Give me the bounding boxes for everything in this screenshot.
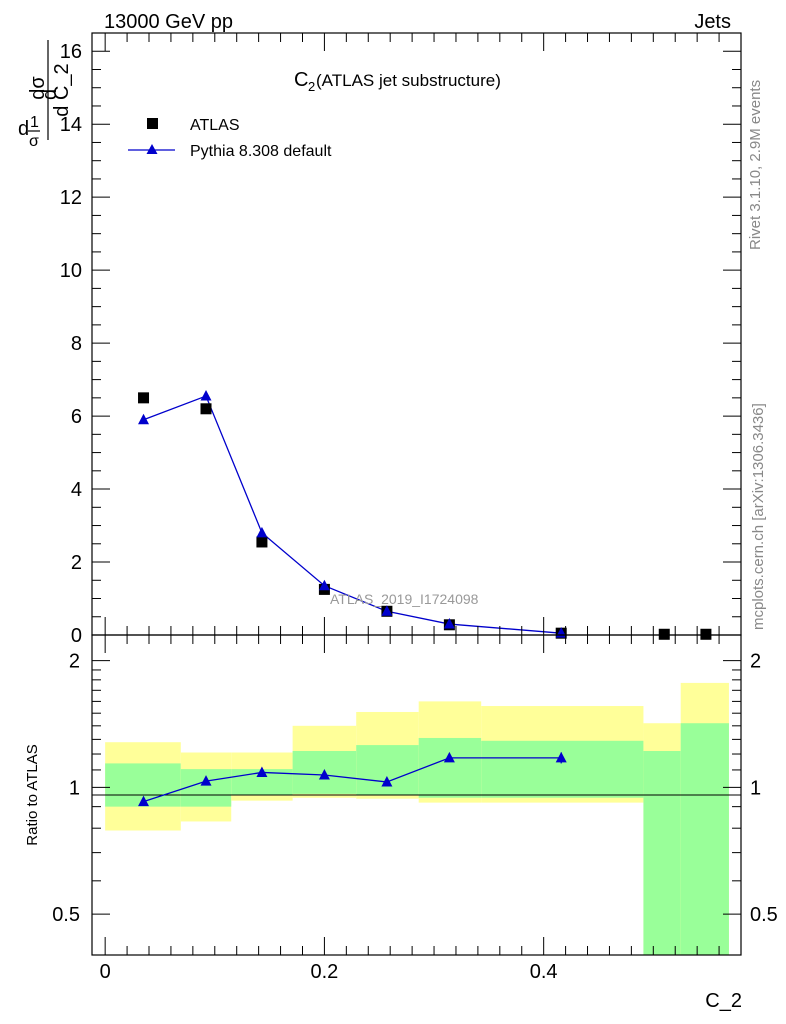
- pythia-point-4: [381, 605, 393, 616]
- band-green-5: [418, 737, 482, 798]
- svg-text:d: d: [18, 118, 29, 140]
- xtick-label: 0.4: [530, 961, 558, 983]
- atlas-point-0: [138, 392, 150, 404]
- svg-text:dσ: dσ: [27, 76, 49, 100]
- main-ytick-label: 16: [60, 41, 82, 63]
- ratio-point-0: [138, 795, 150, 807]
- atlas-point-7: [658, 628, 670, 640]
- main-ytick-label: 4: [71, 479, 82, 501]
- rivet-label: Rivet 3.1.10, 2.9M events: [747, 80, 764, 250]
- atlas-point-8: [700, 628, 712, 640]
- atlas-point-1: [200, 403, 212, 415]
- atlas-point-2: [256, 536, 268, 548]
- jets-label: Jets: [694, 11, 731, 33]
- x-axis-label: C_2: [705, 990, 742, 1012]
- ratio-point-5: [443, 751, 455, 763]
- main-ytick-label: 0: [71, 625, 82, 647]
- watermark: ATLAS_2019_I1724098: [330, 591, 479, 607]
- energy-label: 13000 GeV pp: [104, 11, 233, 33]
- svg-text:2: 2: [308, 79, 315, 94]
- ratio-ytick-label-right: 2: [750, 651, 761, 673]
- band-green-8: [680, 723, 729, 955]
- pythia-point-1: [200, 390, 212, 401]
- pythia-point-5: [443, 618, 455, 629]
- legend: ATLAS Pythia 8.308 default: [128, 117, 332, 160]
- main-ylabel: d 1 σ d dσ d C_2: [18, 40, 73, 150]
- legend-pythia-label: Pythia 8.308 default: [190, 143, 332, 160]
- ratio-point-3: [318, 768, 330, 780]
- main-ytick-label: 6: [71, 406, 82, 428]
- xtick-label: 0: [100, 961, 111, 983]
- ratio-ytick-label: 1: [69, 777, 80, 799]
- xtick-label: 0.2: [311, 961, 339, 983]
- svg-text:C: C: [294, 69, 308, 91]
- plot-title: C 2 (ATLAS jet substructure): [294, 69, 501, 94]
- legend-pythia-marker: [146, 144, 158, 154]
- legend-atlas-label: ATLAS: [190, 117, 240, 134]
- band-green-1: [180, 769, 232, 807]
- main-ytick-label: 10: [60, 260, 82, 282]
- main-ytick-label: 12: [60, 187, 82, 209]
- ratio-point-6: [555, 751, 567, 763]
- ratio-frame: [91, 634, 742, 956]
- ratio-ytick-label: 0.5: [52, 904, 80, 926]
- ratio-ylabel: Ratio to ATLAS: [24, 744, 41, 845]
- svg-text:σ: σ: [29, 133, 39, 150]
- ratio-bands: [105, 682, 729, 955]
- pythia-point-2: [256, 526, 268, 538]
- ratio-series: [138, 751, 567, 807]
- main-series: [138, 390, 712, 640]
- main-ytick-label: 14: [60, 114, 82, 136]
- band-green-6: [481, 740, 644, 798]
- svg-text:d: d: [39, 89, 61, 100]
- ratio-point-1: [200, 775, 212, 786]
- main-ytick-label: 8: [71, 333, 82, 355]
- svg-text:d C_2: d C_2: [51, 63, 73, 116]
- ratio-point-2: [256, 766, 268, 777]
- svg-text:1: 1: [30, 114, 39, 131]
- ratio-ytick-label-right: 1: [750, 777, 761, 799]
- pythia-point-0: [138, 413, 150, 425]
- ratio-ytick-label: 2: [69, 651, 80, 673]
- legend-atlas-marker: [147, 118, 158, 129]
- svg-text:(ATLAS jet substructure): (ATLAS jet substructure): [316, 71, 501, 90]
- band-green-4: [356, 745, 419, 795]
- main-ytick-label: 2: [71, 552, 82, 574]
- ratio-point-4: [381, 775, 393, 787]
- mcplots-label: mcplots.cern.ch [arXiv:1306.3436]: [750, 403, 767, 630]
- pythia-point-3: [318, 579, 330, 591]
- ratio-ytick-label-right: 0.5: [750, 904, 778, 926]
- band-green-7: [643, 750, 681, 955]
